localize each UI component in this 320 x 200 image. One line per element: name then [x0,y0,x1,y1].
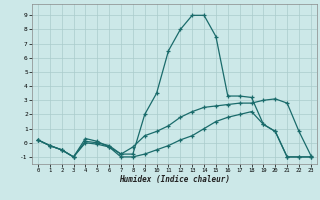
X-axis label: Humidex (Indice chaleur): Humidex (Indice chaleur) [119,175,230,184]
